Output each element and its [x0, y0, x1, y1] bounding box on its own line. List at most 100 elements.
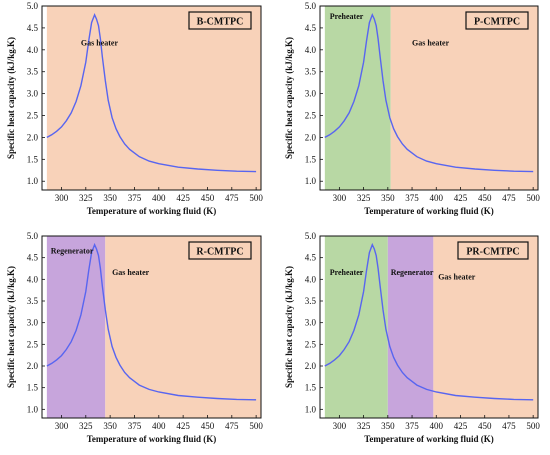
x-tick-label: 350	[381, 421, 395, 431]
region-label-preheater: Preheater	[330, 268, 364, 277]
y-tick-label: 3.0	[27, 89, 39, 99]
chart-title: B-CMTPC	[197, 17, 244, 28]
y-tick-label: 4.0	[305, 45, 317, 55]
x-tick-label: 350	[103, 193, 117, 203]
y-tick-label: 2.0	[305, 361, 317, 371]
region-preheater	[325, 236, 388, 418]
x-tick-label: 375	[405, 421, 419, 431]
x-tick-label: 450	[201, 421, 215, 431]
region-label-regenerator: Regenerator	[51, 246, 94, 255]
y-tick-label: 4.0	[27, 45, 39, 55]
y-tick-label: 1.0	[27, 404, 39, 414]
x-tick-label: 350	[381, 193, 395, 203]
x-tick-label: 375	[405, 193, 419, 203]
x-tick-label: 425	[454, 193, 468, 203]
x-tick-label: 300	[55, 193, 69, 203]
region-gas-heater	[433, 236, 538, 418]
y-tick-label: 4.5	[305, 23, 317, 33]
y-tick-label: 1.5	[305, 154, 317, 164]
x-tick-label: 500	[526, 193, 540, 203]
x-tick-label: 375	[128, 421, 142, 431]
y-axis-label: Specific heat capacity (kJ/kg.K)	[284, 37, 294, 159]
y-tick-label: 2.0	[27, 361, 39, 371]
y-tick-label: 1.5	[27, 383, 39, 393]
x-tick-label: 475	[502, 193, 516, 203]
region-gas-heater	[105, 236, 261, 418]
region-label-gas-heater: Gas heater	[81, 38, 119, 47]
x-tick-label: 375	[128, 193, 142, 203]
y-tick-label: 4.5	[27, 23, 39, 33]
y-tick-label: 4.0	[305, 274, 317, 284]
region-regenerator	[47, 236, 105, 418]
x-tick-label: 475	[225, 421, 239, 431]
chart-panel-3: Regenerator Gas heater R-CMTPC 300 325 350 375…	[6, 231, 263, 444]
x-tick-label: 400	[430, 421, 444, 431]
x-tick-label: 300	[55, 421, 69, 431]
x-tick-label: 325	[357, 193, 371, 203]
y-tick-label: 1.0	[305, 176, 317, 186]
x-axis-label: Temperature of working fluid (K)	[87, 434, 217, 444]
y-tick-label: 2.5	[27, 339, 39, 349]
y-tick-label: 4.0	[27, 274, 39, 284]
y-tick-label: 5.0	[27, 231, 39, 241]
chart-title: PR-CMTPC	[466, 247, 519, 258]
region-preheater	[325, 6, 391, 190]
y-tick-label: 1.0	[305, 404, 317, 414]
x-tick-label: 475	[225, 193, 239, 203]
region-regenerator	[388, 236, 434, 418]
x-tick-label: 500	[249, 421, 263, 431]
y-tick-label: 2.5	[27, 111, 39, 121]
y-axis-label: Specific heat capacity (kJ/kg.K)	[6, 266, 16, 388]
region-label-preheater: Preheater	[330, 12, 364, 21]
x-tick-label: 400	[152, 421, 166, 431]
x-tick-label: 450	[201, 193, 215, 203]
y-tick-label: 2.5	[305, 111, 317, 121]
x-axis-label: Temperature of working fluid (K)	[364, 206, 494, 216]
y-tick-label: 2.5	[305, 339, 317, 349]
x-tick-label: 400	[152, 193, 166, 203]
chart-panel-1: Gas heater B-CMTPC 300 325 350 375 400 425 450 47…	[6, 1, 263, 216]
region-label-gas-heater: Gas heater	[112, 268, 150, 277]
y-tick-label: 3.0	[305, 89, 317, 99]
y-tick-label: 3.5	[27, 67, 39, 77]
x-tick-label: 425	[176, 421, 190, 431]
x-tick-label: 400	[430, 193, 444, 203]
y-tick-label: 4.5	[27, 253, 39, 263]
y-axis-label: Specific heat capacity (kJ/kg.K)	[284, 266, 294, 388]
x-axis-label: Temperature of working fluid (K)	[87, 206, 217, 216]
region-label-gas-heater: Gas heater	[438, 272, 476, 281]
chart-title: R-CMTPC	[196, 247, 243, 258]
x-tick-label: 325	[79, 421, 93, 431]
y-tick-label: 5.0	[305, 231, 317, 241]
y-tick-label: 1.5	[27, 154, 39, 164]
region-label-gas-heater: Gas heater	[412, 38, 450, 47]
x-tick-label: 300	[333, 193, 347, 203]
x-tick-label: 475	[502, 421, 516, 431]
x-tick-label: 325	[79, 193, 93, 203]
chart-title: P-CMTPC	[474, 17, 520, 28]
x-tick-label: 450	[478, 421, 492, 431]
x-tick-label: 300	[333, 421, 347, 431]
chart-panel-4: Preheater Regenerator Gas heater PR-CMTPC 30…	[284, 231, 540, 444]
x-tick-label: 350	[103, 421, 117, 431]
region-label-regenerator: Regenerator	[391, 268, 434, 277]
x-tick-label: 450	[478, 193, 492, 203]
y-tick-label: 3.5	[305, 296, 317, 306]
y-tick-label: 5.0	[27, 1, 39, 11]
y-tick-label: 2.0	[305, 132, 317, 142]
x-axis-label: Temperature of working fluid (K)	[364, 434, 494, 444]
y-tick-label: 3.5	[305, 67, 317, 77]
y-tick-label: 2.0	[27, 132, 39, 142]
x-tick-label: 425	[454, 421, 468, 431]
region-gas-heater	[391, 6, 538, 190]
x-tick-label: 500	[526, 421, 540, 431]
y-axis-label: Specific heat capacity (kJ/kg.K)	[6, 37, 16, 159]
x-tick-label: 500	[249, 193, 263, 203]
x-tick-label: 425	[176, 193, 190, 203]
x-tick-label: 325	[357, 421, 371, 431]
chart-panel-2: Preheater Gas heater P-CMTPC 300 325 350 375 40…	[284, 1, 540, 216]
y-tick-label: 5.0	[305, 1, 317, 11]
y-tick-label: 1.5	[305, 383, 317, 393]
y-tick-label: 4.5	[305, 253, 317, 263]
